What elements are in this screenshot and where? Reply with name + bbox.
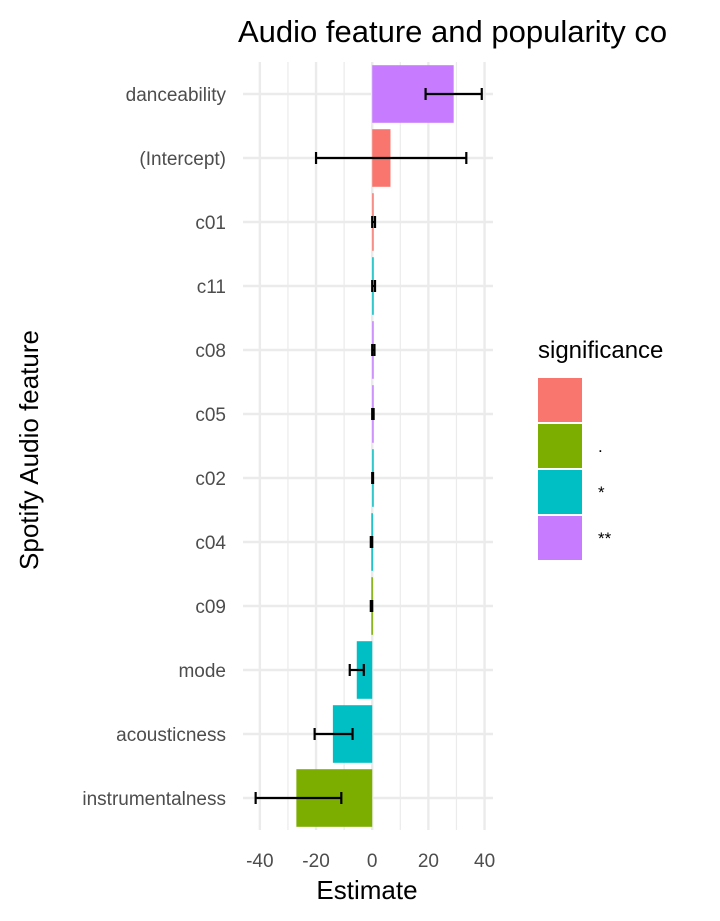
x-tick-label: 40: [474, 851, 495, 872]
legend-key: [538, 424, 582, 468]
legend-label: .: [598, 437, 603, 456]
legend-key: [538, 470, 582, 514]
error-bar: [369, 600, 374, 612]
error-bar: [254, 792, 343, 804]
error-bar: [371, 280, 377, 292]
legend: significance .***: [538, 337, 663, 560]
y-tick-label: c01: [195, 213, 226, 234]
y-tick-label: c04: [195, 533, 226, 554]
y-tick-label: acousticness: [116, 725, 226, 746]
x-tick-label: -20: [302, 851, 329, 872]
chart-title: Audio feature and popularity co: [238, 14, 667, 49]
y-tick-label: danceability: [126, 85, 227, 106]
error-bar: [371, 216, 377, 228]
error-bar: [371, 344, 376, 356]
y-tick-label: c09: [195, 597, 226, 618]
legend-label: **: [598, 529, 612, 548]
error-bar: [369, 536, 374, 548]
x-tick-label: 0: [367, 851, 378, 872]
legend-key: [538, 378, 582, 422]
error-bars: [254, 88, 483, 804]
error-bar: [371, 472, 375, 484]
x-axis-title: Estimate: [316, 875, 417, 905]
x-tick-labels: -40 -20 0 20 40: [246, 851, 495, 872]
legend-title: significance: [538, 337, 663, 364]
error-bar: [424, 88, 483, 100]
y-tick-label: c08: [195, 341, 226, 362]
y-tick-label: mode: [178, 661, 226, 682]
bars: [296, 65, 454, 827]
y-tick-label: c02: [195, 469, 226, 490]
x-tick-label: -40: [246, 851, 273, 872]
y-axis-title: Spotify Audio feature: [14, 330, 44, 570]
y-tick-label: c11: [197, 277, 226, 298]
error-bar: [371, 408, 375, 420]
error-bar: [348, 664, 365, 676]
y-tick-label: c05: [195, 405, 226, 426]
x-tick-label: 20: [418, 851, 439, 872]
error-bar: [313, 728, 354, 740]
legend-key: [538, 516, 582, 560]
y-tick-label: instrumentalness: [82, 789, 226, 810]
y-tick-labels: danceability (Intercept) c01 c11 c08 c05 c02 c0…: [82, 85, 226, 810]
y-tick-label: (Intercept): [139, 149, 226, 170]
legend-label: *: [598, 483, 605, 502]
grid: [243, 62, 493, 830]
error-bar: [314, 152, 468, 164]
